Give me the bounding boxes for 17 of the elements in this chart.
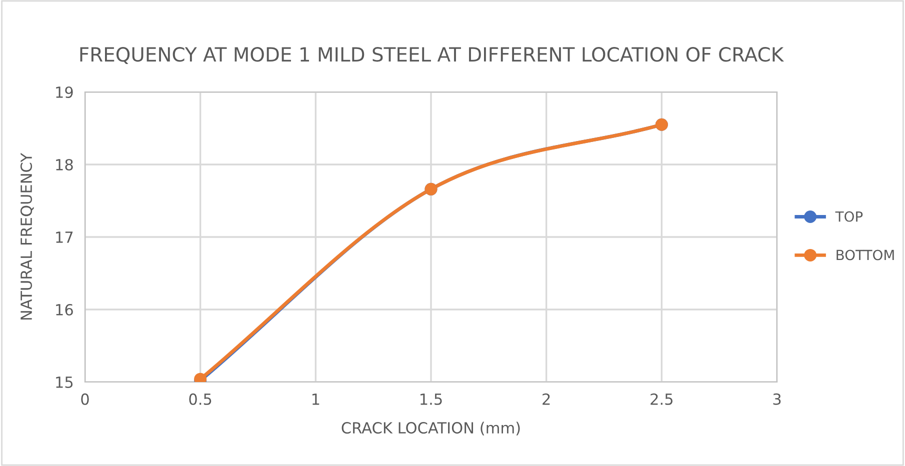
legend-label: TOP bbox=[835, 211, 863, 222]
y-tick-label: 15 bbox=[56, 376, 73, 388]
x-tick-label: 2 bbox=[542, 393, 550, 405]
x-tick-label: 0.5 bbox=[189, 393, 212, 405]
x-tick-label: 2.5 bbox=[650, 393, 672, 405]
x-tick-label: 1 bbox=[312, 394, 320, 405]
y-tick-label: 18 bbox=[56, 158, 73, 171]
y-tick-label: 17 bbox=[56, 232, 73, 243]
y-axis-title: NATURAL FREQUENCY bbox=[20, 152, 34, 320]
legend-label: BOTTOM bbox=[836, 250, 894, 260]
x-axis-title: CRACK LOCATION (mm) bbox=[342, 422, 520, 436]
x-tick-label: 3 bbox=[773, 393, 781, 405]
x-tick-label: 1.5 bbox=[420, 394, 442, 405]
y-tick-label: 19 bbox=[56, 86, 73, 98]
y-tick-label: 16 bbox=[56, 304, 73, 316]
chart-title: FREQUENCY AT MODE 1 MILD STEEL AT DIFFERENT LOCATION OF CRACK bbox=[80, 47, 784, 64]
x-tick-label: 0 bbox=[81, 393, 89, 405]
